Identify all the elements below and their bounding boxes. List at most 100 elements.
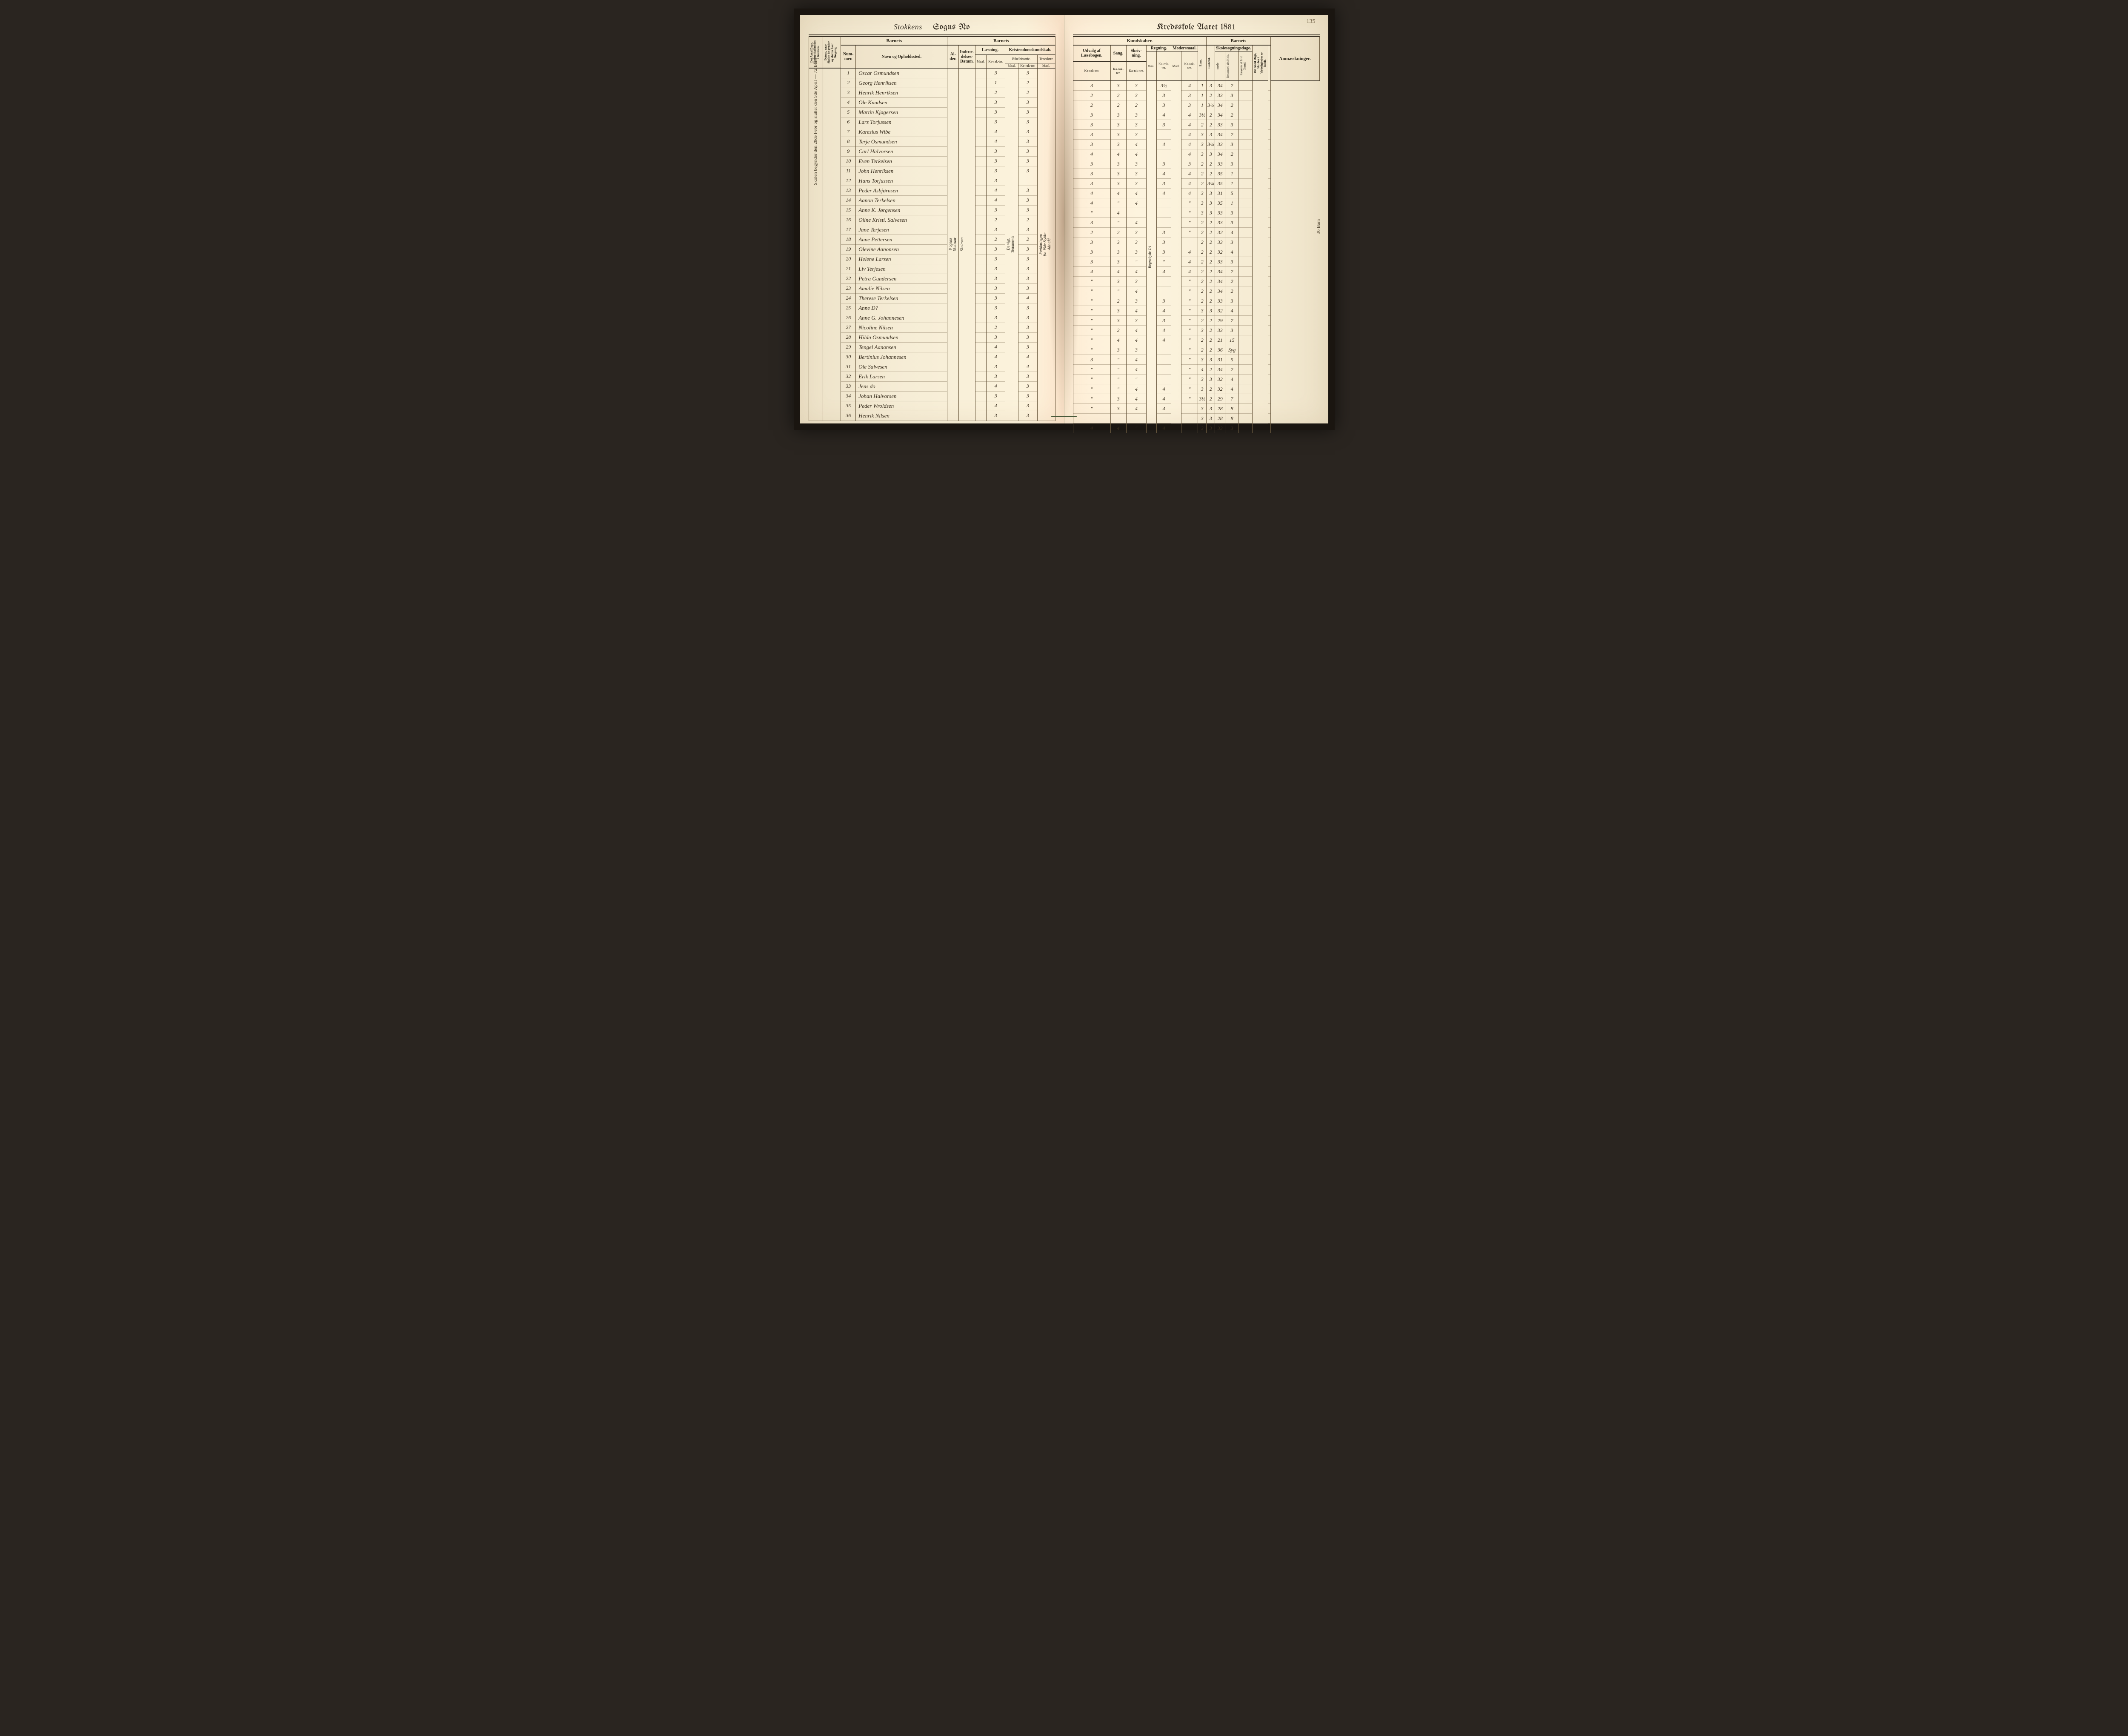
cell-sang-kar: 2 — [1110, 228, 1126, 237]
cell-fors-hele: 3 — [1225, 326, 1239, 335]
cell-evne: 3 — [1198, 384, 1207, 394]
cell-evne: 3 — [1198, 326, 1207, 335]
cell-sang-kar: 3 — [1110, 130, 1126, 140]
cell-evne: 2 — [1198, 267, 1207, 277]
cell-mod-kar: 4 — [1181, 140, 1198, 149]
cell-skriv-kar: 4 — [1126, 404, 1147, 414]
cell-laes-kar: 3 — [986, 411, 1005, 420]
cell-evne: 1 — [1198, 81, 1207, 91]
cell-fors-lovl — [1238, 345, 1252, 355]
cell-skriv-kar: 4 — [1126, 355, 1147, 365]
cell-fors-lovl — [1238, 286, 1252, 296]
cell-sang-kar: 4 — [1110, 149, 1126, 159]
table-row: 33""422333 — [1073, 257, 1319, 267]
cell-sang-kar: " — [1110, 365, 1126, 375]
cell-udvalg-kar: 3 — [1073, 120, 1110, 130]
cell-fors-lovl — [1238, 355, 1252, 365]
cell-laes-kar: 3 — [986, 117, 1005, 127]
cell-forhold: 3 — [1207, 355, 1215, 365]
cell-sang-kar: " — [1110, 384, 1126, 394]
cell-laes-maal — [975, 274, 986, 283]
cell-number: 20 — [841, 254, 856, 264]
cell-bibel-kar: 3 — [1018, 342, 1037, 352]
cell-bibel-kar: 4 — [1018, 293, 1037, 303]
cell-fors-lovl — [1238, 404, 1252, 414]
cell-anm — [1268, 423, 1270, 433]
cell-evne: 2 — [1198, 316, 1207, 326]
cell-laes-maal — [975, 293, 986, 303]
cell-number: 7 — [841, 127, 856, 137]
cell-name: Henrik Henriksen — [856, 88, 947, 97]
col-nummer: Num-mer. — [841, 45, 856, 68]
cell-reg-kar: 3 — [1156, 179, 1171, 189]
cell-fors-lovl — [1238, 140, 1252, 149]
cell-mode: 32 — [1215, 375, 1225, 384]
section-barnets1: Barnets — [841, 37, 947, 46]
cell-mod-kar: " — [1181, 365, 1198, 375]
table-row: 9Carl Halvorsen33 — [809, 146, 1055, 156]
cell-fors-lovl — [1238, 100, 1252, 110]
cell-skriv-kar: 4 — [1126, 140, 1147, 149]
cell-fors-hele: 4 — [1225, 228, 1239, 237]
table-row: 3333423¼351 — [1073, 179, 1319, 189]
cell-anm — [1268, 228, 1270, 237]
cell-fors-lovl — [1238, 394, 1252, 404]
cell-bibel-kar: 3 — [1018, 195, 1037, 205]
cell-fors-hele: 4 — [1225, 247, 1239, 257]
cell-forhold: 3 — [1207, 306, 1215, 316]
cell-reg-kar — [1156, 130, 1171, 140]
cell-name: Anne Pettersen — [856, 235, 947, 244]
cell-anm — [1268, 81, 1270, 91]
cell-reg-kar: " — [1156, 257, 1171, 267]
cell-laes-kar: 3 — [986, 107, 1005, 117]
cell-number: 1 — [841, 68, 856, 78]
cell-laes-maal — [975, 78, 986, 88]
cell-laes-kar: 3 — [986, 156, 1005, 166]
cell-fors-hele: Syg — [1225, 345, 1239, 355]
table-row: 22Petra Gundersen33 — [809, 274, 1055, 283]
cell-fors-lovl — [1238, 414, 1252, 423]
cell-forhold: 3 — [1207, 198, 1215, 208]
cell-skriv-kar: 3 — [1126, 316, 1147, 326]
cell-number: 5 — [841, 107, 856, 117]
cell-skriv-kar: 3 — [1126, 169, 1147, 179]
cell-laes-maal — [975, 352, 986, 362]
col-mod-kar: Ka-rak-ter. — [1181, 51, 1198, 81]
cell-mod-kar: " — [1181, 355, 1198, 365]
cell-fors-hele: 2 — [1225, 149, 1239, 159]
cell-anm — [1268, 169, 1270, 179]
cell-mod-kar: 4 — [1181, 189, 1198, 198]
cell-sang-kar: " — [1110, 198, 1126, 208]
cell-name: Even Terkelsen — [856, 156, 947, 166]
cell-sang-kar: 3 — [1110, 316, 1126, 326]
cell-bibel-kar: 4 — [1018, 352, 1037, 362]
cell-fors-lovl — [1238, 120, 1252, 130]
table-row: 1Oscar Osmundsen9 ogsaa SkoleaarSkolesøn… — [809, 68, 1055, 78]
cell-sang-kar: 3 — [1110, 140, 1126, 149]
cell-laes-maal — [975, 166, 986, 176]
cell-fors-lovl — [1238, 189, 1252, 198]
cell-name: Ole Salvesen — [856, 362, 947, 372]
cell-reg-kar: 4 — [1156, 267, 1171, 277]
table-row: ""44"32324 — [1073, 384, 1319, 394]
cell-sang-kar: 3 — [1110, 306, 1126, 316]
table-row: 30Bertinius Johannesen44 — [809, 352, 1055, 362]
col-evne: Evne. — [1199, 49, 1203, 77]
col-indtrae: Indtræ-delses-Datum. — [959, 45, 975, 68]
cell-anm — [1268, 189, 1270, 198]
cell-indtrae-note: Skolesøn — [959, 68, 975, 420]
cell-evne: 3 — [1198, 414, 1207, 423]
cell-udvalg-kar: 3 — [1073, 247, 1110, 257]
cell-udvalg-kar: " — [1073, 286, 1110, 296]
page-number: 135 — [1307, 18, 1316, 25]
col-bibel-kar: Ka-rak-ter. — [1018, 63, 1037, 68]
col-mod-maal: Maal. — [1171, 51, 1181, 81]
cell-skriv-kar: 3 — [1126, 296, 1147, 306]
cell-laes-maal — [975, 235, 986, 244]
cell-skriv-kar: 4 — [1126, 335, 1147, 345]
table-row: 4444422342 — [1073, 267, 1319, 277]
table-row: 333Regnebyde Tri3½413342 — [1073, 81, 1319, 91]
cell-mode: 28 — [1215, 404, 1225, 414]
cell-fors-lovl — [1238, 316, 1252, 326]
table-row: 31Ole Salvesen34 — [809, 362, 1055, 372]
